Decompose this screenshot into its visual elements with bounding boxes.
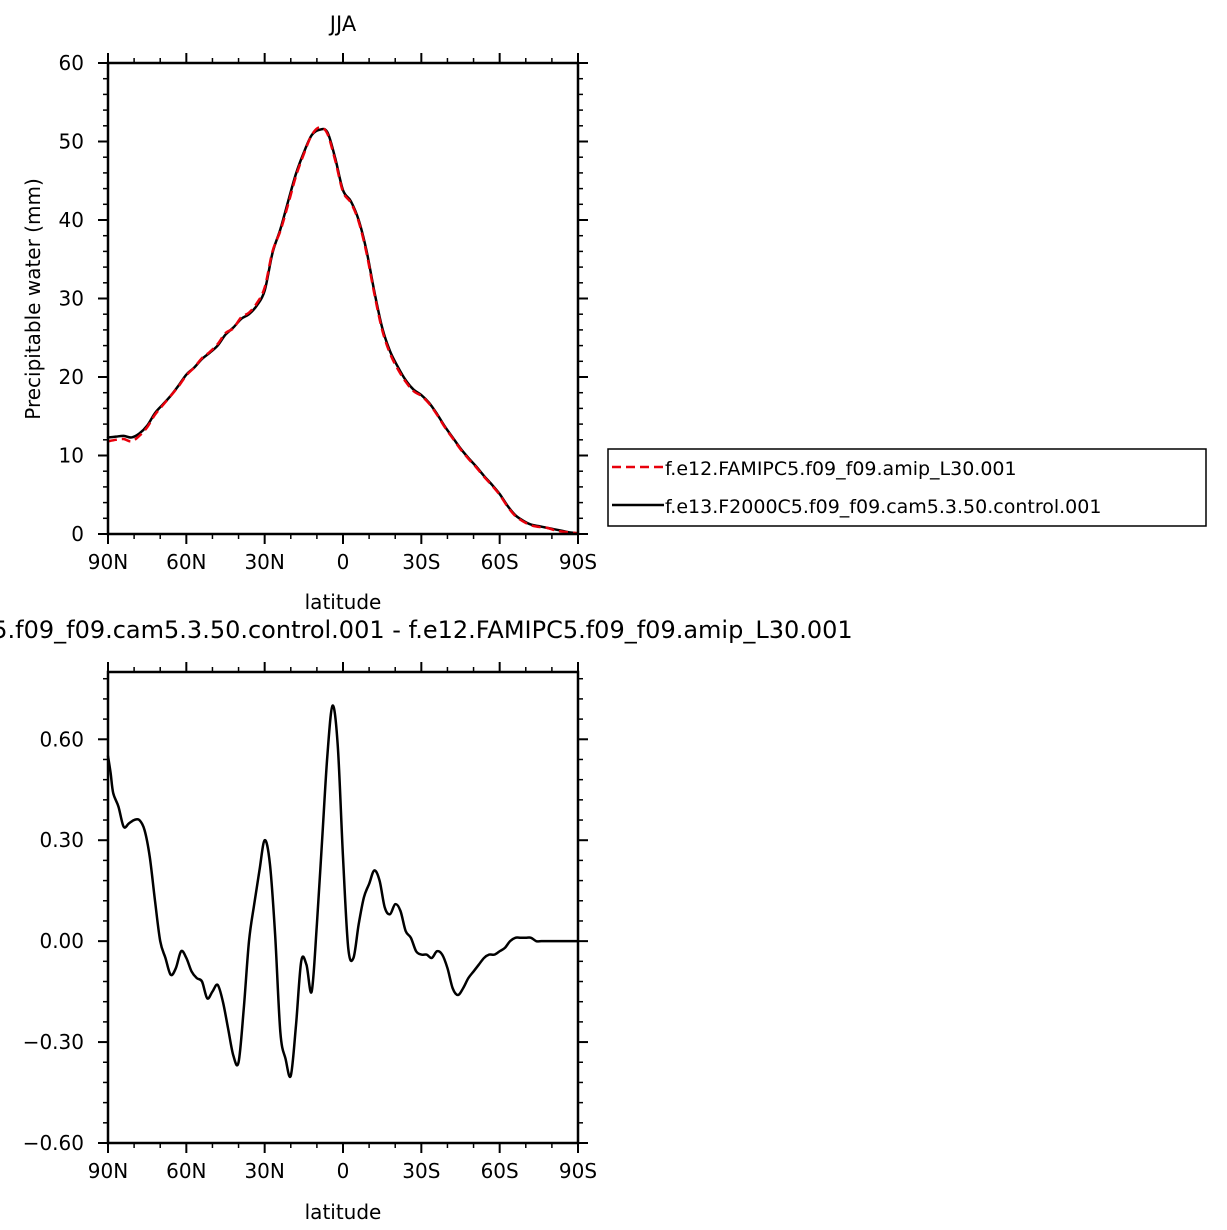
legend-label-control: f.e13.F2000C5.f09_f09.cam5.3.50.control.… [665, 496, 1101, 518]
panel2-xtick-label: 0 [337, 1159, 350, 1183]
panel1-xtick-label: 0 [337, 550, 350, 574]
panel1-xtick-label: 60S [481, 550, 519, 574]
panel1-ylabel: Precipitable water (mm) [21, 178, 45, 420]
panel1-ytick-label: 30 [59, 287, 84, 311]
panel2-ytick-label: −0.30 [23, 1030, 84, 1054]
panel1-xtick-label: 30S [402, 550, 440, 574]
panel2-xtick-label: 60S [481, 1159, 519, 1183]
panel2-series-line-0 [106, 704, 580, 1079]
panel2-ytick-label: 0.60 [39, 727, 84, 751]
panel1-xtick-label: 90N [88, 550, 128, 574]
legend: f.e12.FAMIPC5.f09_f09.amip_L30.001 f.e13… [607, 448, 1207, 527]
panel1-ytick-label: 40 [59, 208, 84, 232]
panel1-title: JJA [328, 12, 357, 36]
panel2-plot-frame [106, 670, 580, 1145]
legend-box [607, 448, 1207, 527]
panel1-xtick-label: 60N [166, 550, 206, 574]
panel2-ytick-label: 0.00 [39, 929, 84, 953]
panel2-ytick-label: 0.30 [39, 828, 84, 852]
panel2-xlabel: latitude [305, 1200, 382, 1224]
panel1-plot-frame [106, 61, 580, 536]
panel1-ytick-label: 50 [59, 130, 84, 154]
panel2-xtick-label: 90S [559, 1159, 597, 1183]
panel2-xtick-label: 90N [88, 1159, 128, 1183]
panel1-ytick-label: 0 [71, 522, 84, 546]
precipitable-water-panel: JJA Precipitable water (mm) latitude 90N… [21, 12, 597, 614]
panel1-series-line-0 [107, 126, 579, 535]
panel1-xtick-label: 90S [559, 550, 597, 574]
panel2-title: f.e13.F2000C5.f09_f09.cam5.3.50.control.… [0, 616, 853, 644]
panel2-xtick-label: 30S [402, 1159, 440, 1183]
panel2-xtick-label: 30N [244, 1159, 284, 1183]
legend-label-amip: f.e12.FAMIPC5.f09_f09.amip_L30.001 [665, 458, 1017, 480]
panel1-xlabel: latitude [305, 590, 382, 614]
panel1-xtick-label: 30N [244, 550, 284, 574]
panel2-ytick-label: −0.60 [23, 1131, 84, 1155]
panel1-ytick-label: 20 [59, 365, 84, 389]
difference-panel: f.e13.F2000C5.f09_f09.cam5.3.50.control.… [0, 616, 853, 1224]
panel2-xtick-label: 60N [166, 1159, 206, 1183]
panel1-ytick-label: 60 [59, 51, 84, 75]
panel1-ytick-label: 10 [59, 444, 84, 468]
